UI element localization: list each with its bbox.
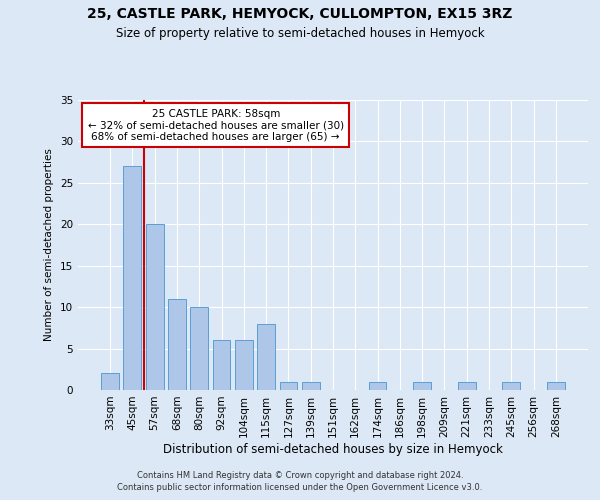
Text: 25, CASTLE PARK, HEMYOCK, CULLOMPTON, EX15 3RZ: 25, CASTLE PARK, HEMYOCK, CULLOMPTON, EX… xyxy=(88,8,512,22)
Bar xyxy=(547,382,565,390)
Bar xyxy=(101,374,119,390)
Bar xyxy=(413,382,431,390)
Bar xyxy=(502,382,520,390)
Bar xyxy=(458,382,476,390)
Text: Contains HM Land Registry data © Crown copyright and database right 2024.: Contains HM Land Registry data © Crown c… xyxy=(137,471,463,480)
Y-axis label: Number of semi-detached properties: Number of semi-detached properties xyxy=(44,148,55,342)
Bar xyxy=(280,382,298,390)
Text: Contains public sector information licensed under the Open Government Licence v3: Contains public sector information licen… xyxy=(118,484,482,492)
Bar xyxy=(235,340,253,390)
Text: Distribution of semi-detached houses by size in Hemyock: Distribution of semi-detached houses by … xyxy=(163,442,503,456)
Text: Size of property relative to semi-detached houses in Hemyock: Size of property relative to semi-detach… xyxy=(116,28,484,40)
Bar xyxy=(168,299,186,390)
Bar xyxy=(212,340,230,390)
Bar xyxy=(146,224,164,390)
Text: 25 CASTLE PARK: 58sqm
← 32% of semi-detached houses are smaller (30)
68% of semi: 25 CASTLE PARK: 58sqm ← 32% of semi-deta… xyxy=(88,108,344,142)
Bar xyxy=(368,382,386,390)
Bar xyxy=(124,166,142,390)
Bar xyxy=(302,382,320,390)
Bar xyxy=(190,307,208,390)
Bar xyxy=(257,324,275,390)
